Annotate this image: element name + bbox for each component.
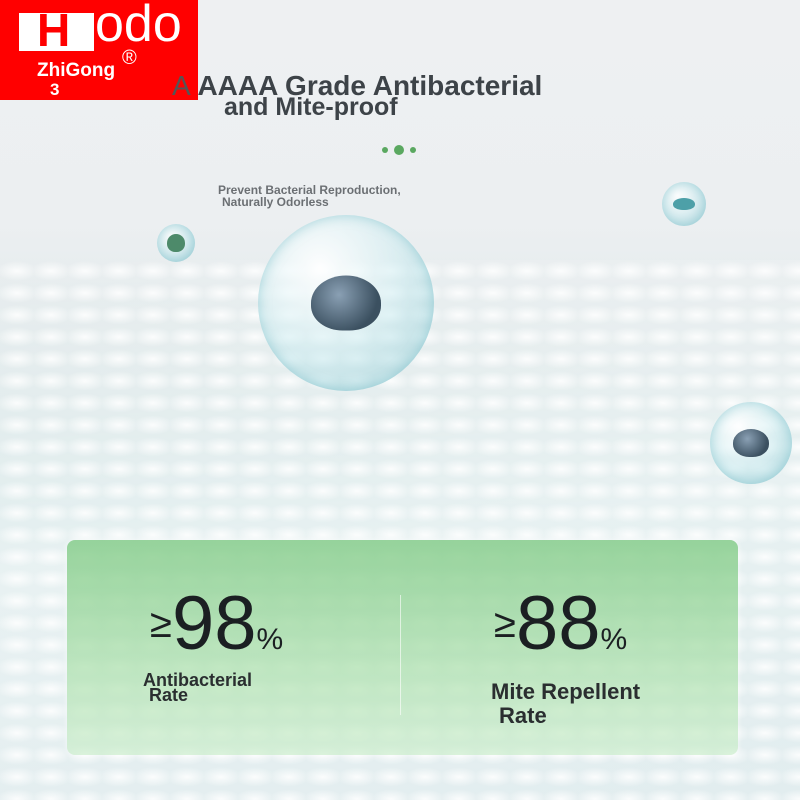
page-title: A AAAA Grade Antibacterial and Mite-proo… [172, 70, 542, 122]
label-line2: Rate [149, 685, 189, 705]
gte-symbol: ≥ [150, 602, 172, 646]
logo-h: H [37, 4, 70, 56]
subtitle: Prevent Bacterial Reproduction, Naturall… [218, 184, 401, 208]
label-line1: Antibacterial [143, 670, 253, 690]
label-line1: Mite Repellent [491, 679, 641, 704]
divider [400, 595, 401, 715]
brand-logo: H odo ZhiGong ® 3 [0, 0, 198, 100]
antibacterial-label: Antibacterial Rate [143, 671, 252, 705]
logo-text: odo [95, 0, 182, 53]
title-line2: and Mite-proof [224, 93, 398, 121]
gte-symbol: ≥ [494, 602, 516, 646]
mite-repellent-label: Mite Repellent Rate [491, 680, 640, 728]
logo-sub: ZhiGong [37, 60, 116, 81]
stat-unit: % [600, 623, 628, 656]
subtitle-line1: Prevent Bacterial Reproduction, [218, 183, 401, 197]
stats-panel: ≥98% Antibacterial Rate ≥88% Mite Repell… [67, 540, 738, 755]
subtitle-line2: Naturally Odorless [222, 195, 329, 209]
label-line2: Rate [499, 703, 547, 728]
dot-divider [382, 145, 416, 155]
title-prefix: A [172, 70, 191, 101]
logo-box [19, 13, 94, 51]
bacteria-bubble [157, 224, 195, 262]
stat-value: 98 [171, 581, 257, 666]
registered-mark: ® [122, 47, 137, 69]
bacteria-bubble-right [662, 182, 706, 226]
mite-icon [733, 429, 769, 457]
bacteria-icon [167, 234, 185, 252]
mite-icon [311, 275, 381, 331]
mite-bubble-small [710, 402, 792, 484]
bacteria-icon [673, 198, 695, 210]
mite-repellent-stat: ≥88% [494, 580, 627, 667]
stat-unit: % [256, 623, 284, 656]
title-line1: AAAA Grade Antibacterial [197, 70, 543, 101]
logo-number: 3 [50, 80, 60, 99]
stat-value: 88 [515, 581, 601, 666]
mite-bubble-large [258, 215, 434, 391]
antibacterial-stat: ≥98% [150, 580, 283, 667]
